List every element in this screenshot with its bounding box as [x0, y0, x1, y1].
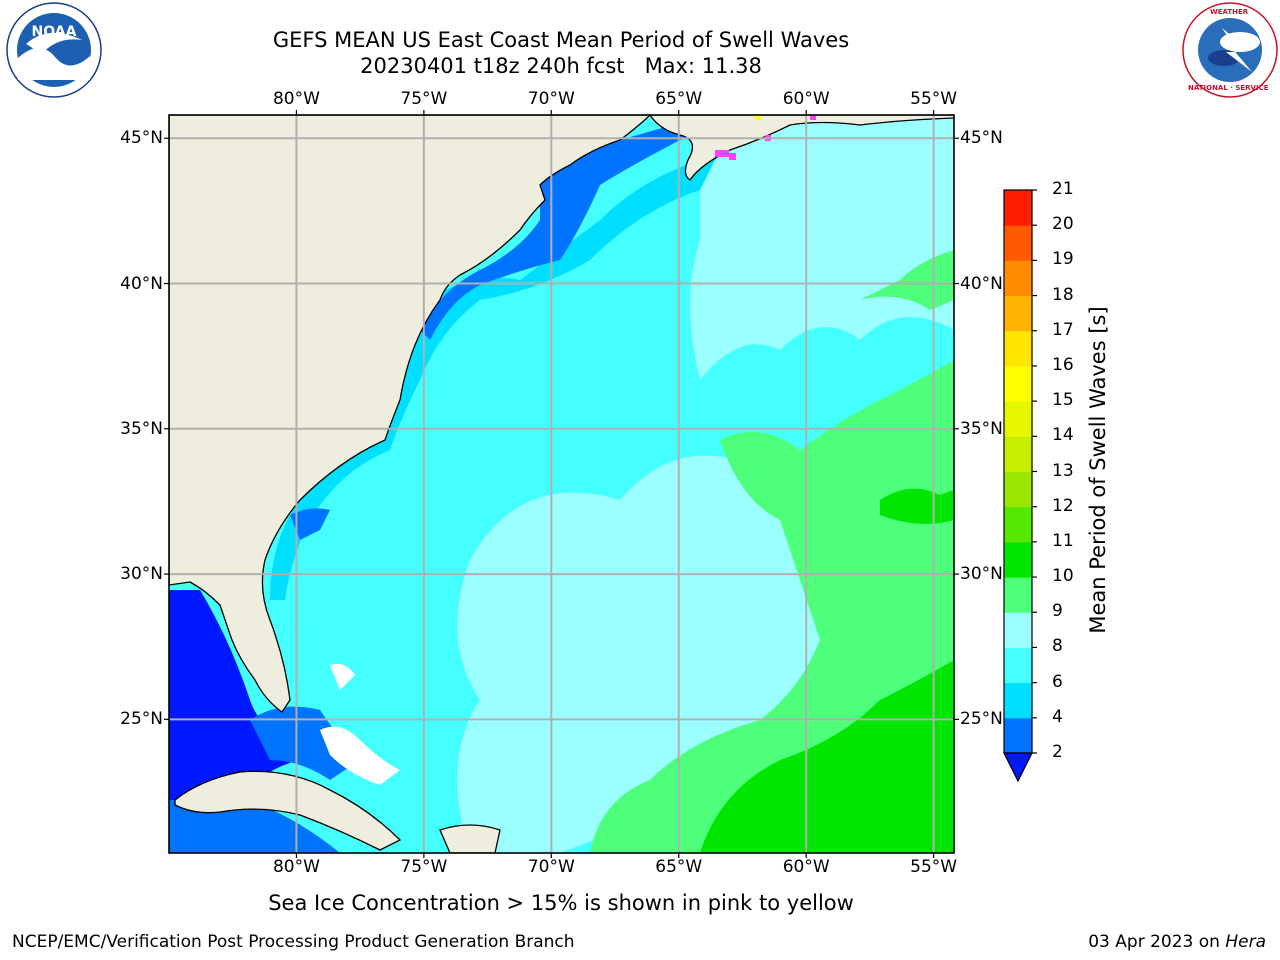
sea-ice-caption: Sea Ice Concentration > 15% is shown in … — [268, 891, 854, 915]
colorbar-tick-label: 15 — [1052, 390, 1074, 411]
colorbar-tick-label: 11 — [1052, 530, 1074, 551]
lon-label-top: 60°W — [782, 89, 830, 109]
colorbar — [1003, 189, 1037, 783]
colorbar-under-triangle — [1003, 752, 1033, 783]
chart-subtitle: 20230401 t18z 240h fcst Max: 11.38 — [360, 54, 762, 78]
colorbar-tick-label: 13 — [1052, 460, 1074, 481]
swell-10-11s-region — [700, 660, 954, 853]
swell-8-9s-north-region — [690, 115, 954, 380]
colorbar-tick-label: 17 — [1052, 319, 1074, 340]
lon-label-top: 65°W — [655, 89, 703, 109]
noaa-logo: NOAA — [6, 2, 102, 98]
lon-label-top: 75°W — [400, 89, 448, 109]
colorbar-tick-label: 9 — [1052, 601, 1063, 622]
lat-label-left: 30°N — [120, 564, 163, 585]
sea-ice-pixel — [715, 150, 722, 157]
colorbar-segment — [1004, 190, 1032, 226]
sea-ice-pixel — [755, 115, 761, 120]
lat-label-left: 45°N — [120, 128, 163, 149]
lat-label-left: 25°N — [120, 709, 163, 730]
bahamas-bank-north — [330, 663, 355, 690]
footer-date-text: 03 Apr 2023 on — [1088, 932, 1226, 952]
lat-label-right: 45°N — [960, 128, 1003, 149]
colorbar-tick-label: 2 — [1052, 742, 1063, 762]
sea-ice-pixel — [722, 150, 729, 157]
colorbar-segment — [1004, 436, 1032, 472]
lat-label-right: 30°N — [960, 564, 1003, 585]
colorbar-tick-label: 4 — [1052, 706, 1063, 727]
colorbar-segment — [1004, 682, 1032, 719]
swell-9-10s-north-patch — [860, 250, 954, 310]
lon-label-bottom: 75°W — [400, 857, 448, 877]
footer-host: Hera — [1225, 932, 1266, 952]
colorbar-segment — [1004, 225, 1032, 261]
swell-2-4s-coastal-strip — [420, 120, 700, 340]
lon-label-bottom: 60°W — [782, 857, 830, 877]
lat-label-left: 35°N — [120, 418, 163, 439]
lon-label-top: 70°W — [527, 89, 575, 109]
sea-ice-pixel — [810, 115, 816, 120]
lon-label-bottom: 80°W — [272, 857, 320, 877]
north-america-land — [169, 115, 651, 713]
colorbar-tick-label: 6 — [1052, 671, 1063, 692]
colorbar-tick-label: 21 — [1052, 179, 1074, 199]
lat-label-left: 40°N — [120, 273, 163, 294]
map-area — [169, 115, 954, 853]
colorbar-tick-label: 8 — [1052, 636, 1063, 657]
colorbar-segment — [1004, 295, 1032, 332]
hispaniola-land — [439, 824, 501, 853]
colorbar-segment — [1004, 365, 1032, 402]
colorbar-segment — [1004, 647, 1032, 684]
colorbar-tick-label: 19 — [1052, 249, 1074, 270]
colorbar-segment — [1004, 541, 1032, 578]
colorbar-tick-label: 14 — [1052, 425, 1074, 446]
swell-4-6s-coastal-band — [270, 150, 720, 600]
nws-logo: WEATHER NATIONAL · SERVICE — [1182, 2, 1278, 98]
map-frame-border — [168, 114, 955, 854]
map-tick-marks — [164, 110, 959, 858]
lat-label-right: 40°N — [960, 273, 1003, 294]
colorbar-segment — [1004, 612, 1032, 648]
map-gridlines — [169, 115, 954, 853]
colorbar-segment — [1004, 401, 1032, 437]
lon-label-bottom: 55°W — [910, 857, 958, 877]
colorbar-segment — [1004, 506, 1032, 543]
sea-ice-pixel — [729, 153, 736, 160]
colorbar-label: Mean Period of Swell Waves [s] — [1086, 306, 1110, 634]
lat-label-right: 35°N — [960, 418, 1003, 439]
bahamas-2-4s-region — [250, 706, 360, 780]
colorbar-tick-label: 10 — [1052, 566, 1074, 587]
svg-text:NATIONAL · SERVICE: NATIONAL · SERVICE — [1188, 84, 1269, 92]
colorbar-segment — [1004, 471, 1032, 508]
colorbar-tick-label: 12 — [1052, 495, 1074, 516]
colorbar-segment — [1004, 260, 1032, 297]
footer-branch: NCEP/EMC/Verification Post Processing Pr… — [12, 932, 575, 952]
colorbar-segment — [1004, 330, 1032, 367]
lon-label-top: 55°W — [910, 89, 958, 109]
lon-label-bottom: 65°W — [655, 857, 703, 877]
bahamas-bank — [320, 726, 400, 785]
chart-title: GEFS MEAN US East Coast Mean Period of S… — [272, 28, 850, 52]
lon-label-top: 80°W — [272, 89, 320, 109]
swell-2-4s-south-strip — [290, 508, 330, 540]
lat-label-right: 25°N — [960, 709, 1003, 730]
colorbar-tick-label: 18 — [1052, 284, 1074, 305]
colorbar-segment — [1004, 577, 1032, 613]
cuba-land — [174, 770, 402, 851]
swell-10-11s-patch — [880, 488, 954, 524]
svg-text:WEATHER: WEATHER — [1210, 8, 1249, 16]
colorbar-tick-label: 20 — [1052, 214, 1074, 235]
colorbar-tick-label: 16 — [1052, 354, 1074, 375]
colorbar-segment — [1004, 717, 1032, 754]
noaa-logo-text: NOAA — [32, 24, 77, 40]
footer-date: 03 Apr 2023 on Hera — [1088, 932, 1266, 952]
lon-label-bottom: 70°W — [527, 857, 575, 877]
